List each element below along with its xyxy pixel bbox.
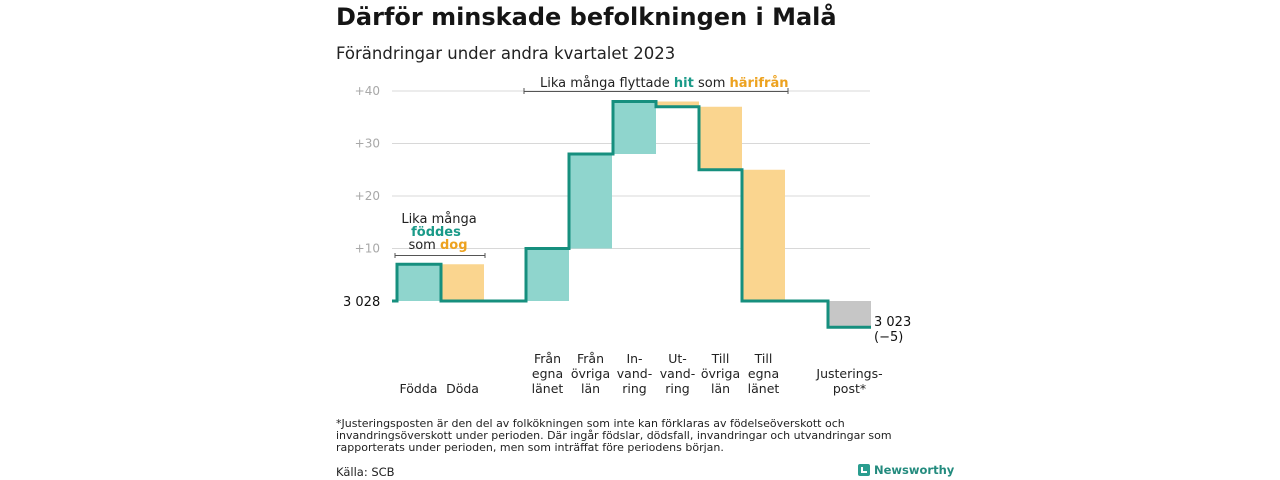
category-label: vand- [617,366,652,381]
category-label: egna [748,366,779,381]
annotation-text: som [694,76,730,91]
category-label: övriga [571,366,610,381]
category-label: egna [532,366,563,381]
baseline-label: 3 028 [343,295,380,310]
category-label: Döda [446,381,479,396]
footnote: *Justeringsposten är den del av folkökni… [336,417,892,454]
annotation-text: Lika många [401,212,476,227]
annotation-text-line: Lika många flyttade hit som härifrån [540,76,789,91]
category-label: ring [665,381,689,396]
chart-title: Därför minskade befolkningen i Malå [336,3,837,31]
chart-subtitle: Förändringar under andra kvartalet 2023 [336,44,676,63]
bar-fran-egna [526,248,569,301]
step-line [392,100,871,329]
category-label: länet [748,381,780,396]
category-label: län [711,381,730,396]
category-label: länet [532,381,564,396]
category-label: län [581,381,600,396]
bar-justering [828,301,871,328]
brand-name: Newsworthy [874,463,955,477]
y-tick-label: +30 [355,137,380,151]
category-label: Ut- [668,351,687,366]
end-value-label: 3 023 [874,315,911,330]
newsworthy-logo-icon [858,464,870,476]
y-tick-label: +10 [355,242,380,256]
annotation-in-word: hit [674,76,694,91]
bar-till-egna [742,169,785,301]
category-label: Justerings- [815,366,882,381]
bar-fran-ovriga [569,154,612,249]
annotation-text: som [408,238,440,253]
category-label: Från [577,351,604,366]
category-label: In- [626,351,642,366]
annotation-out-word: dog [440,238,468,253]
category-label: ring [622,381,646,396]
y-tick-label: +40 [355,84,380,98]
source-label: Källa: SCB [336,465,395,479]
annotation-bracket [523,88,789,94]
bar-invandring [613,101,656,154]
annotation-out-word: härifrån [730,76,789,91]
category-label: vand- [660,366,695,381]
bar-doda [441,264,484,301]
end-change-label: (−5) [874,330,903,345]
category-label: Till [754,351,773,366]
brand-logo[interactable]: Newsworthy [858,463,954,477]
y-tick-label: +20 [355,189,380,203]
annotation-bracket [394,253,486,258]
annotation-text-line: som dog [408,238,467,253]
bar-fodda [397,264,440,301]
annotation-text: Lika många flyttade [540,76,674,91]
annotation-in-word: föddes [411,225,461,240]
bar-till-ovriga [699,106,742,170]
category-label: post* [833,381,866,396]
category-label: Från [534,351,561,366]
category-label: Till [711,351,730,366]
bar-utvandring [656,101,699,107]
category-label: övriga [701,366,740,381]
category-label: Födda [400,381,438,396]
